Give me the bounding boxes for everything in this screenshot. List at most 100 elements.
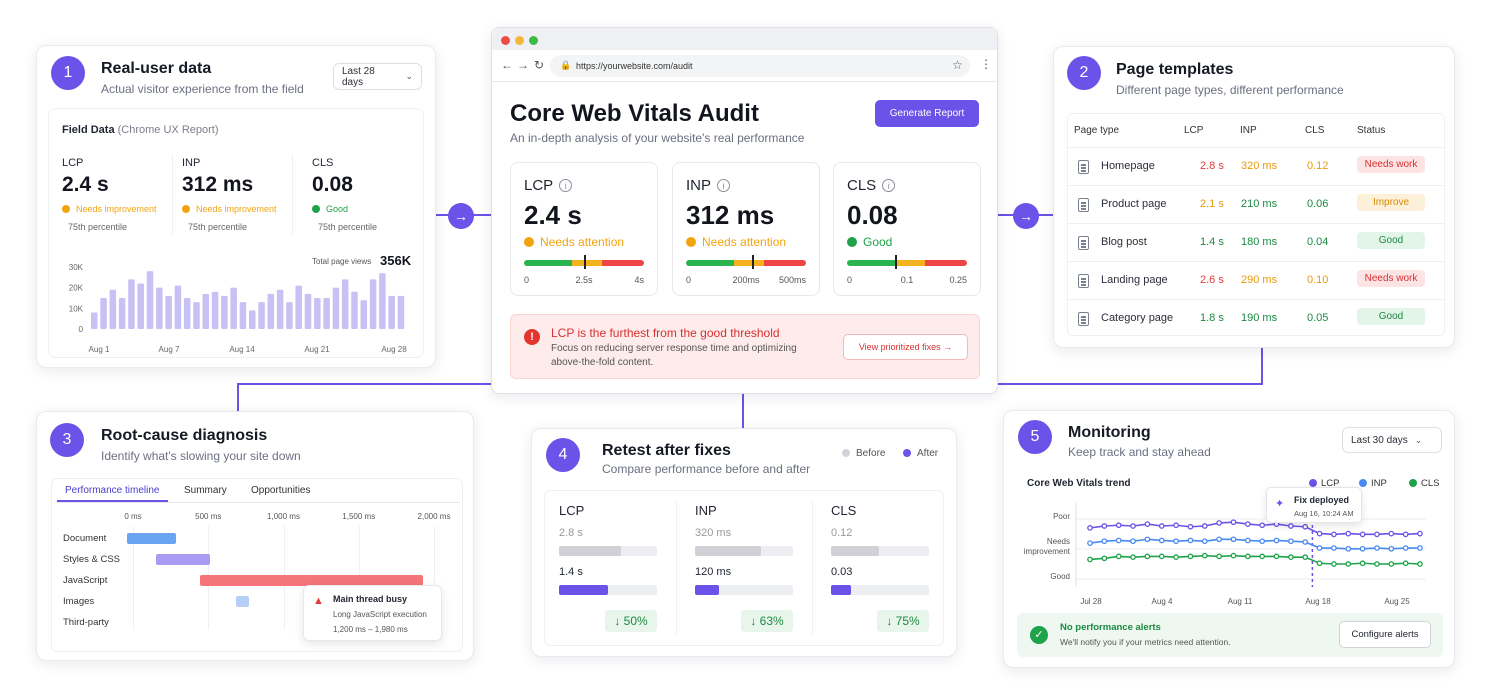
table-row[interactable]: Landing page 2.6 s 290 ms 0.10 Needs work	[1067, 261, 1445, 299]
maximize-window-icon[interactable]	[529, 36, 538, 45]
status-pill: Good	[1357, 232, 1425, 249]
after-track	[559, 585, 657, 595]
timeline-bar[interactable]	[236, 596, 249, 607]
annotation-title: Fix deployed	[1294, 495, 1350, 505]
x-tick-label: Aug 14	[229, 345, 255, 354]
trend-point	[1158, 537, 1165, 544]
trend-point	[1288, 538, 1294, 545]
metric-divider	[172, 154, 173, 234]
forward-icon[interactable]: →	[517, 58, 529, 72]
trend-point	[1187, 537, 1194, 544]
gauge-marker	[584, 255, 586, 269]
browser-toolbar: ← → ↻ 🔒 https://yourwebsite.com/audit ☆ …	[492, 50, 997, 82]
trend-point	[1173, 522, 1179, 529]
table-row[interactable]: Category page 1.8 s 190 ms 0.05 Good	[1067, 299, 1445, 337]
trend-point	[1331, 561, 1337, 567]
trend-point	[1359, 545, 1366, 552]
tab-summary[interactable]: Summary	[184, 485, 227, 496]
threshold-gauge	[524, 260, 644, 266]
pageviews-bar	[100, 298, 107, 329]
trend-point	[1273, 553, 1280, 560]
reload-icon[interactable]: ↻	[534, 58, 545, 72]
column-divider	[812, 501, 813, 635]
pageviews-bar	[286, 302, 293, 329]
card-title: Real-user data	[101, 60, 212, 77]
annotation-date: Aug 16, 10:24 AM	[1294, 509, 1354, 518]
timeline-bar[interactable]	[200, 575, 423, 586]
table-row[interactable]: Blog post 1.4 s 180 ms 0.04 Good	[1067, 223, 1445, 261]
trend-point	[1316, 545, 1323, 551]
card-title: Retest after fixes	[602, 442, 731, 459]
after-track	[695, 585, 793, 595]
lcp-cell: 2.6 s	[1200, 274, 1224, 286]
date-range-select[interactable]: Last 30 days ⌄	[1342, 427, 1442, 453]
inp-cell: 190 ms	[1241, 312, 1278, 324]
x-tick-label: Aug 11	[1228, 597, 1253, 606]
vital-card: LCP i 2.4 s Needs attention 0 2.5s 4s	[510, 162, 658, 296]
status-dot-icon	[686, 237, 696, 247]
retest-card: 4 Retest after fixes Compare performance…	[531, 428, 957, 657]
trend-point	[1101, 555, 1108, 562]
pageviews-bar	[211, 291, 219, 329]
address-bar[interactable]: 🔒 https://yourwebsite.com/audit ☆	[550, 55, 970, 77]
gauge-needs-segment	[895, 260, 925, 266]
before-track	[831, 546, 929, 556]
before-bar	[695, 546, 761, 556]
info-icon[interactable]: i	[717, 179, 731, 192]
info-icon[interactable]: i	[559, 179, 573, 192]
metric-name: CLS	[831, 503, 857, 518]
trend-point	[1216, 553, 1222, 560]
pageviews-bar	[276, 289, 284, 329]
cls-cell: 0.04	[1307, 236, 1329, 248]
vital-status-label: Good	[863, 235, 893, 249]
x-tick-label: Aug 18	[1305, 597, 1331, 606]
close-window-icon[interactable]	[501, 36, 510, 45]
vital-name-label: LCP	[524, 177, 554, 194]
document-icon	[1078, 312, 1089, 326]
pageviews-bar	[128, 279, 135, 329]
star-icon[interactable]: ☆	[952, 58, 963, 72]
trend-point	[1417, 545, 1423, 551]
trend-point	[1144, 521, 1151, 527]
gauge-poor-segment	[602, 260, 644, 266]
trend-point	[1201, 552, 1208, 559]
tab-performance-timeline[interactable]: Performance timeline	[65, 485, 160, 496]
step-badge: 2	[1067, 56, 1101, 90]
gauge-label: 2.5s	[575, 275, 593, 285]
timeline-bar[interactable]	[127, 533, 176, 544]
timeline-bar[interactable]	[156, 554, 210, 565]
table-row[interactable]: Homepage 2.8 s 320 ms 0.12 Needs work	[1067, 147, 1445, 185]
metric-percentile: 75th percentile	[318, 222, 378, 232]
info-icon[interactable]: i	[882, 179, 896, 192]
pageviews-bar	[193, 302, 200, 329]
minimize-window-icon[interactable]	[515, 36, 524, 45]
back-icon[interactable]: ←	[501, 58, 513, 72]
configure-alerts-button[interactable]: Configure alerts	[1339, 621, 1431, 648]
trend-point	[1417, 530, 1423, 537]
audit-browser-window: ← → ↻ 🔒 https://yourwebsite.com/audit ☆ …	[491, 27, 998, 394]
table-row[interactable]: Product page 2.1 s 210 ms 0.06 Improve	[1067, 185, 1445, 223]
before-value: 0.12	[831, 527, 853, 539]
pageviews-chart: 30K 20K 10K 0 Aug 1 Aug 7 Aug 14 Aug 21 Aug 28	[69, 263, 407, 354]
gauge-poor-segment	[764, 260, 806, 266]
tab-opportunities[interactable]: Opportunities	[251, 485, 311, 496]
pageviews-bar	[341, 279, 349, 329]
trend-point	[1173, 538, 1179, 545]
pageviews-bar	[379, 273, 386, 329]
generate-report-button[interactable]: Generate Report	[875, 100, 979, 127]
document-icon	[1078, 236, 1089, 250]
warning-icon: ▲	[313, 595, 324, 607]
chevron-down-icon: ⌄	[1414, 434, 1423, 445]
more-menu-icon[interactable]: ⋮	[980, 57, 992, 71]
connector-audit-3	[237, 383, 492, 385]
legend-label: INP	[1371, 478, 1387, 489]
card-subtitle: Keep track and stay ahead	[1068, 445, 1211, 459]
view-fixes-button[interactable]: View prioritized fixes →	[843, 334, 968, 360]
date-range-select[interactable]: Last 28 days ⌄	[333, 63, 422, 90]
gauge-label: 0.25	[949, 275, 967, 285]
status-pill: Needs work	[1357, 156, 1425, 173]
card-subtitle: Compare performance before and after	[602, 462, 811, 476]
column-header: LCP	[1184, 125, 1204, 136]
timeline-x-tick: 500 ms	[195, 512, 222, 521]
